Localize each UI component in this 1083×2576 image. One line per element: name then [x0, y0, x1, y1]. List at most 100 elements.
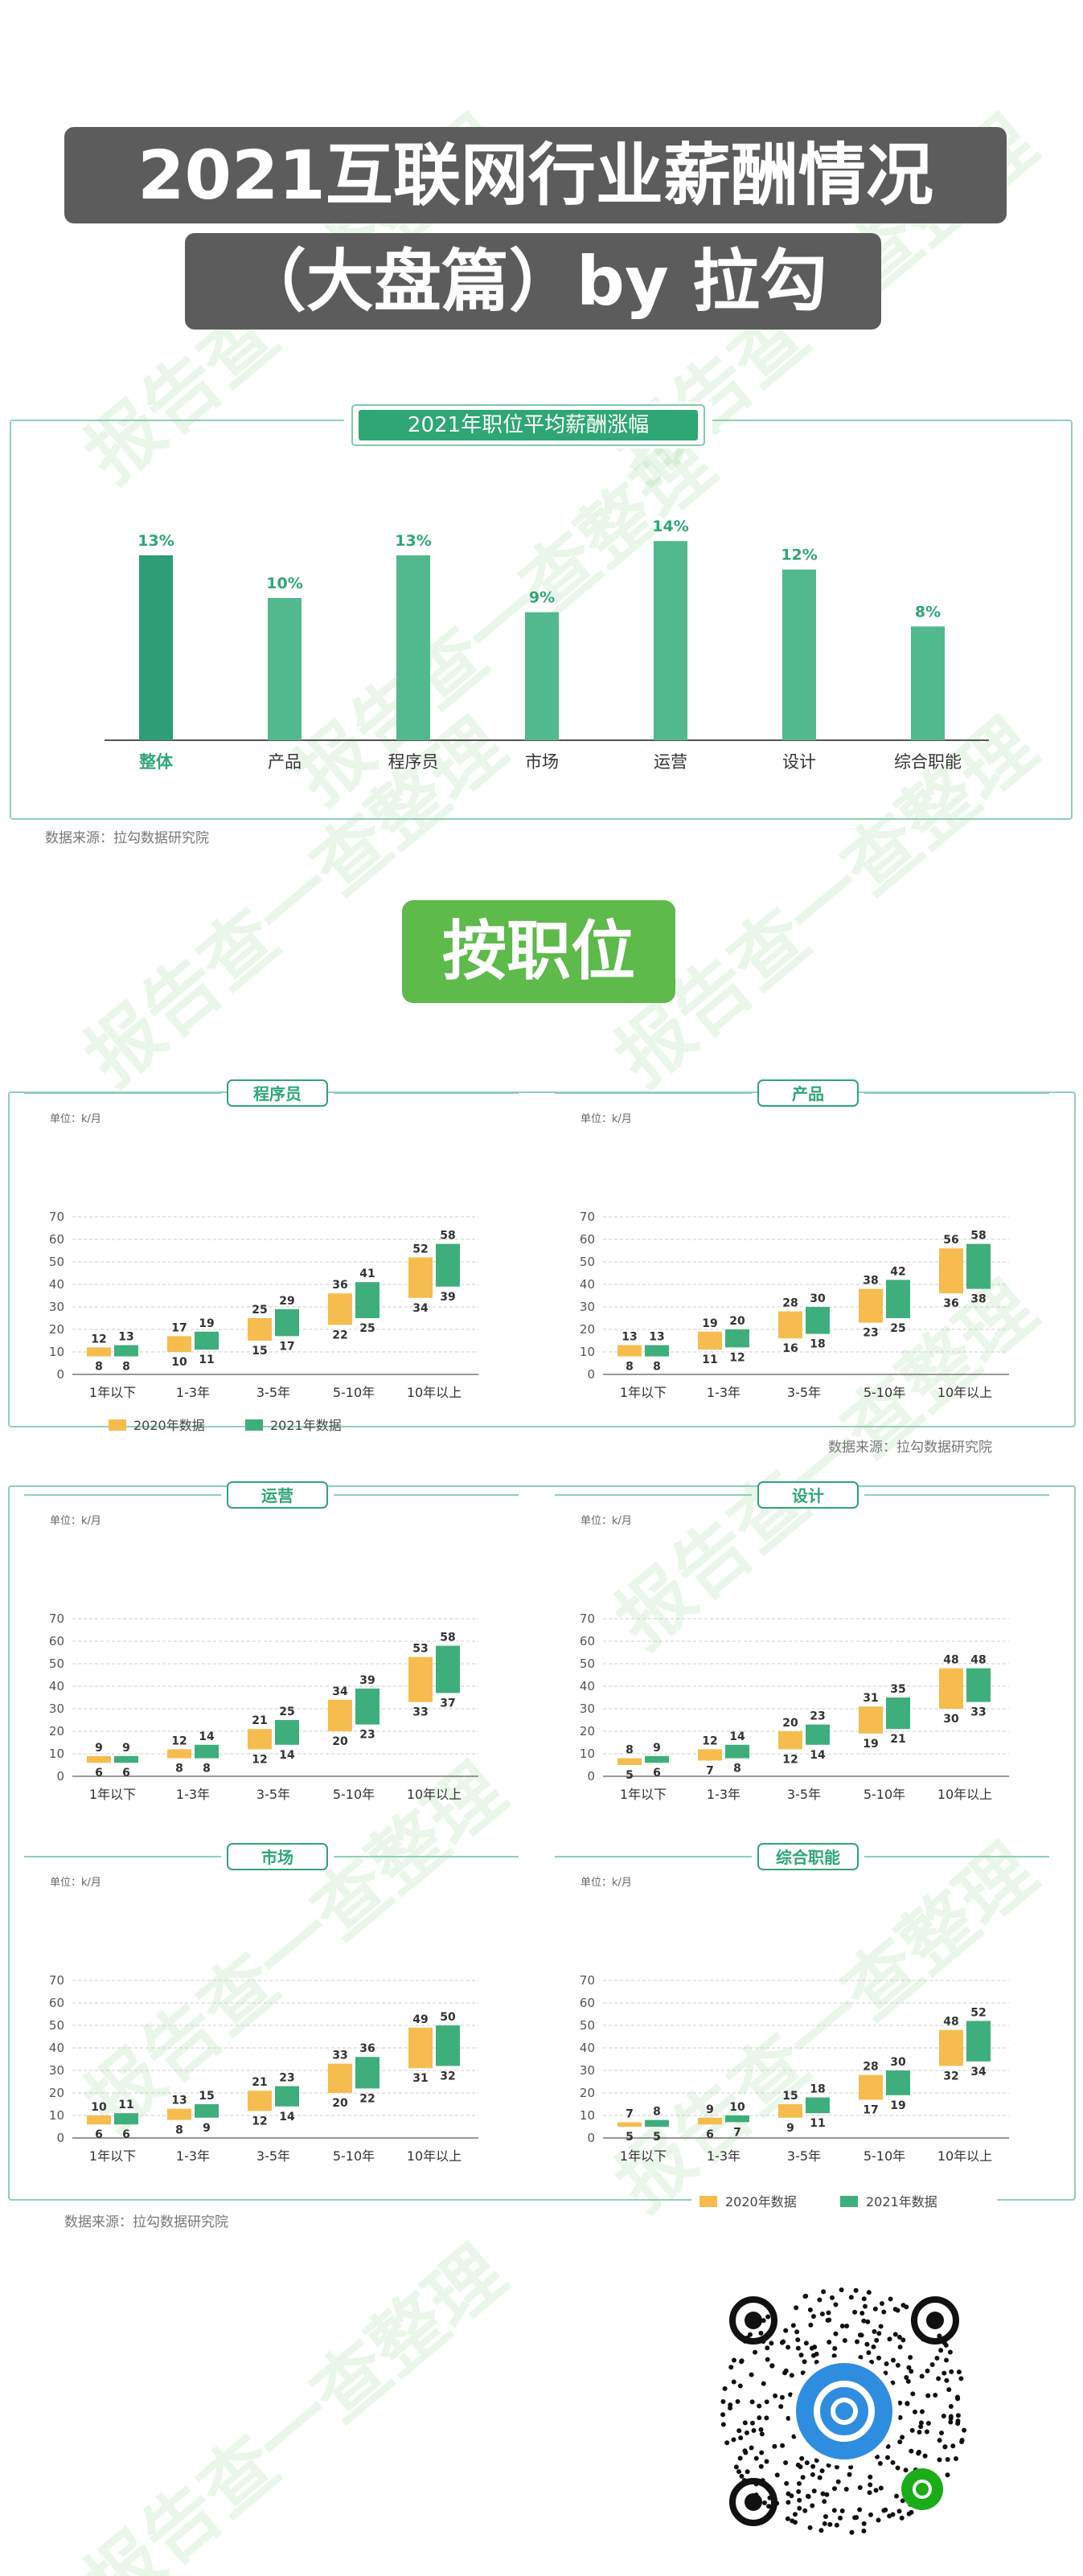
bar-low-label: 6 [95, 2128, 103, 2141]
bar-high-label: 15 [199, 2090, 214, 2103]
bar-2020 [939, 2029, 963, 2066]
bar-high-label: 39 [359, 1674, 375, 1687]
qr-dot [738, 2435, 744, 2441]
bar-low-label: 8 [626, 1361, 634, 1374]
y-tick-label: 0 [587, 2131, 595, 2145]
overview-data-label: 9% [529, 589, 555, 607]
bar-high-label: 17 [171, 1321, 187, 1334]
y-tick-label: 0 [56, 1367, 64, 1382]
qr-dot [784, 2480, 790, 2486]
panel-title-badge [757, 1079, 859, 1107]
bar-2020 [87, 1347, 111, 1357]
qr-dot [896, 2334, 902, 2340]
y-tick-label: 10 [49, 1345, 64, 1359]
overview-bar [396, 555, 430, 740]
bar-high-label: 42 [890, 1265, 905, 1278]
qr-dot [759, 2450, 765, 2455]
qr-dot [905, 2378, 911, 2384]
bar-2020 [939, 1668, 963, 1709]
bar-low-label: 23 [863, 1327, 878, 1340]
unit-label: 单位：k/月 [580, 1877, 632, 1889]
legend-swatch-2020 [699, 2196, 717, 2207]
page-title-line-1: 2021互联网行业薪酬情况 [64, 127, 1007, 223]
qr-dot [818, 2528, 824, 2533]
qr-dot [872, 2328, 877, 2334]
y-tick-label: 20 [580, 2086, 595, 2100]
qr-finder-pattern [729, 2296, 777, 2345]
bar-low-label: 6 [122, 1767, 130, 1779]
y-tick-label: 60 [580, 1634, 595, 1648]
qr-dot [867, 2490, 872, 2496]
qr-dot [919, 2373, 925, 2379]
qr-dot [789, 2493, 794, 2499]
qr-dot [794, 2329, 800, 2335]
qr-dot [765, 2314, 771, 2320]
qr-dot [742, 2420, 748, 2426]
overview-data-label: 8% [915, 603, 941, 620]
qr-dot [786, 2500, 791, 2505]
qr-dot [881, 2309, 887, 2315]
watermark: 报告查一查整理 [69, 2230, 522, 2576]
qr-dot [811, 2488, 817, 2494]
bar-low-label: 23 [359, 1729, 375, 1742]
qr-dot [947, 2349, 953, 2355]
qr-dot [955, 2421, 961, 2427]
qr-dot [827, 2521, 833, 2527]
bar-2021 [645, 2119, 669, 2127]
bar-high-label: 28 [863, 2061, 878, 2074]
bar-low-label: 32 [943, 2070, 958, 2083]
bar-high-label: 28 [782, 1297, 798, 1310]
bar-low-label: 17 [863, 2103, 878, 2116]
qr-dot [810, 2313, 816, 2319]
bar-high-label: 36 [359, 2042, 375, 2055]
bar-2020 [87, 2115, 111, 2125]
y-tick-label: 70 [580, 1973, 595, 1988]
y-tick-label: 40 [580, 1679, 595, 1693]
bar-2020 [328, 1293, 352, 1325]
bar-high-label: 12 [91, 1333, 106, 1345]
section-label-by-position: 按职位 [402, 900, 675, 1003]
qr-dot [848, 2464, 854, 2470]
bar-2021 [806, 2097, 830, 2114]
bar-high-label: 9 [95, 1742, 103, 1755]
y-tick-label: 0 [56, 1769, 64, 1784]
bar-low-label: 6 [122, 2128, 130, 2141]
qr-dot [733, 2464, 739, 2470]
mini-program-qr-code[interactable] [712, 2279, 977, 2544]
bar-low-label: 25 [890, 1322, 905, 1335]
qr-dot [749, 2372, 754, 2377]
panel-title: 程序员 [253, 1084, 302, 1104]
panel-title-badge [757, 1481, 859, 1509]
bar-high-label: 11 [118, 2099, 133, 2111]
qr-dot [728, 2365, 734, 2370]
qr-dot [822, 2499, 827, 2504]
qr-dot [852, 2309, 858, 2315]
qr-dot [826, 2463, 831, 2468]
x-tick-label: 3-5年 [787, 1385, 821, 1400]
y-tick-label: 20 [580, 1322, 595, 1337]
x-tick-label: 3-5年 [256, 2148, 290, 2164]
qr-dot [861, 2529, 867, 2534]
qr-dot [908, 2355, 913, 2361]
qr-dot [825, 2317, 831, 2323]
qr-dot [823, 2513, 828, 2519]
bar-high-label: 7 [626, 2107, 634, 2120]
bar-high-label: 8 [626, 1744, 634, 1757]
overview-data-label: 10% [266, 575, 302, 592]
qr-dot [798, 2353, 804, 2358]
qr-dot [879, 2301, 884, 2307]
bar-high-label: 52 [412, 1243, 428, 1255]
qr-dot [862, 2304, 868, 2309]
bar-low-label: 30 [943, 1713, 959, 1726]
x-tick-label: 1-3年 [176, 1787, 210, 1802]
qr-dot [758, 2330, 764, 2336]
x-tick-label: 1-3年 [707, 1385, 740, 1400]
qr-dot [877, 2461, 883, 2467]
panel-title-badge [757, 1843, 859, 1870]
bar-low-label: 8 [122, 1361, 130, 1374]
bar-low-label: 7 [733, 2126, 741, 2139]
y-tick-label: 30 [49, 2063, 64, 2078]
